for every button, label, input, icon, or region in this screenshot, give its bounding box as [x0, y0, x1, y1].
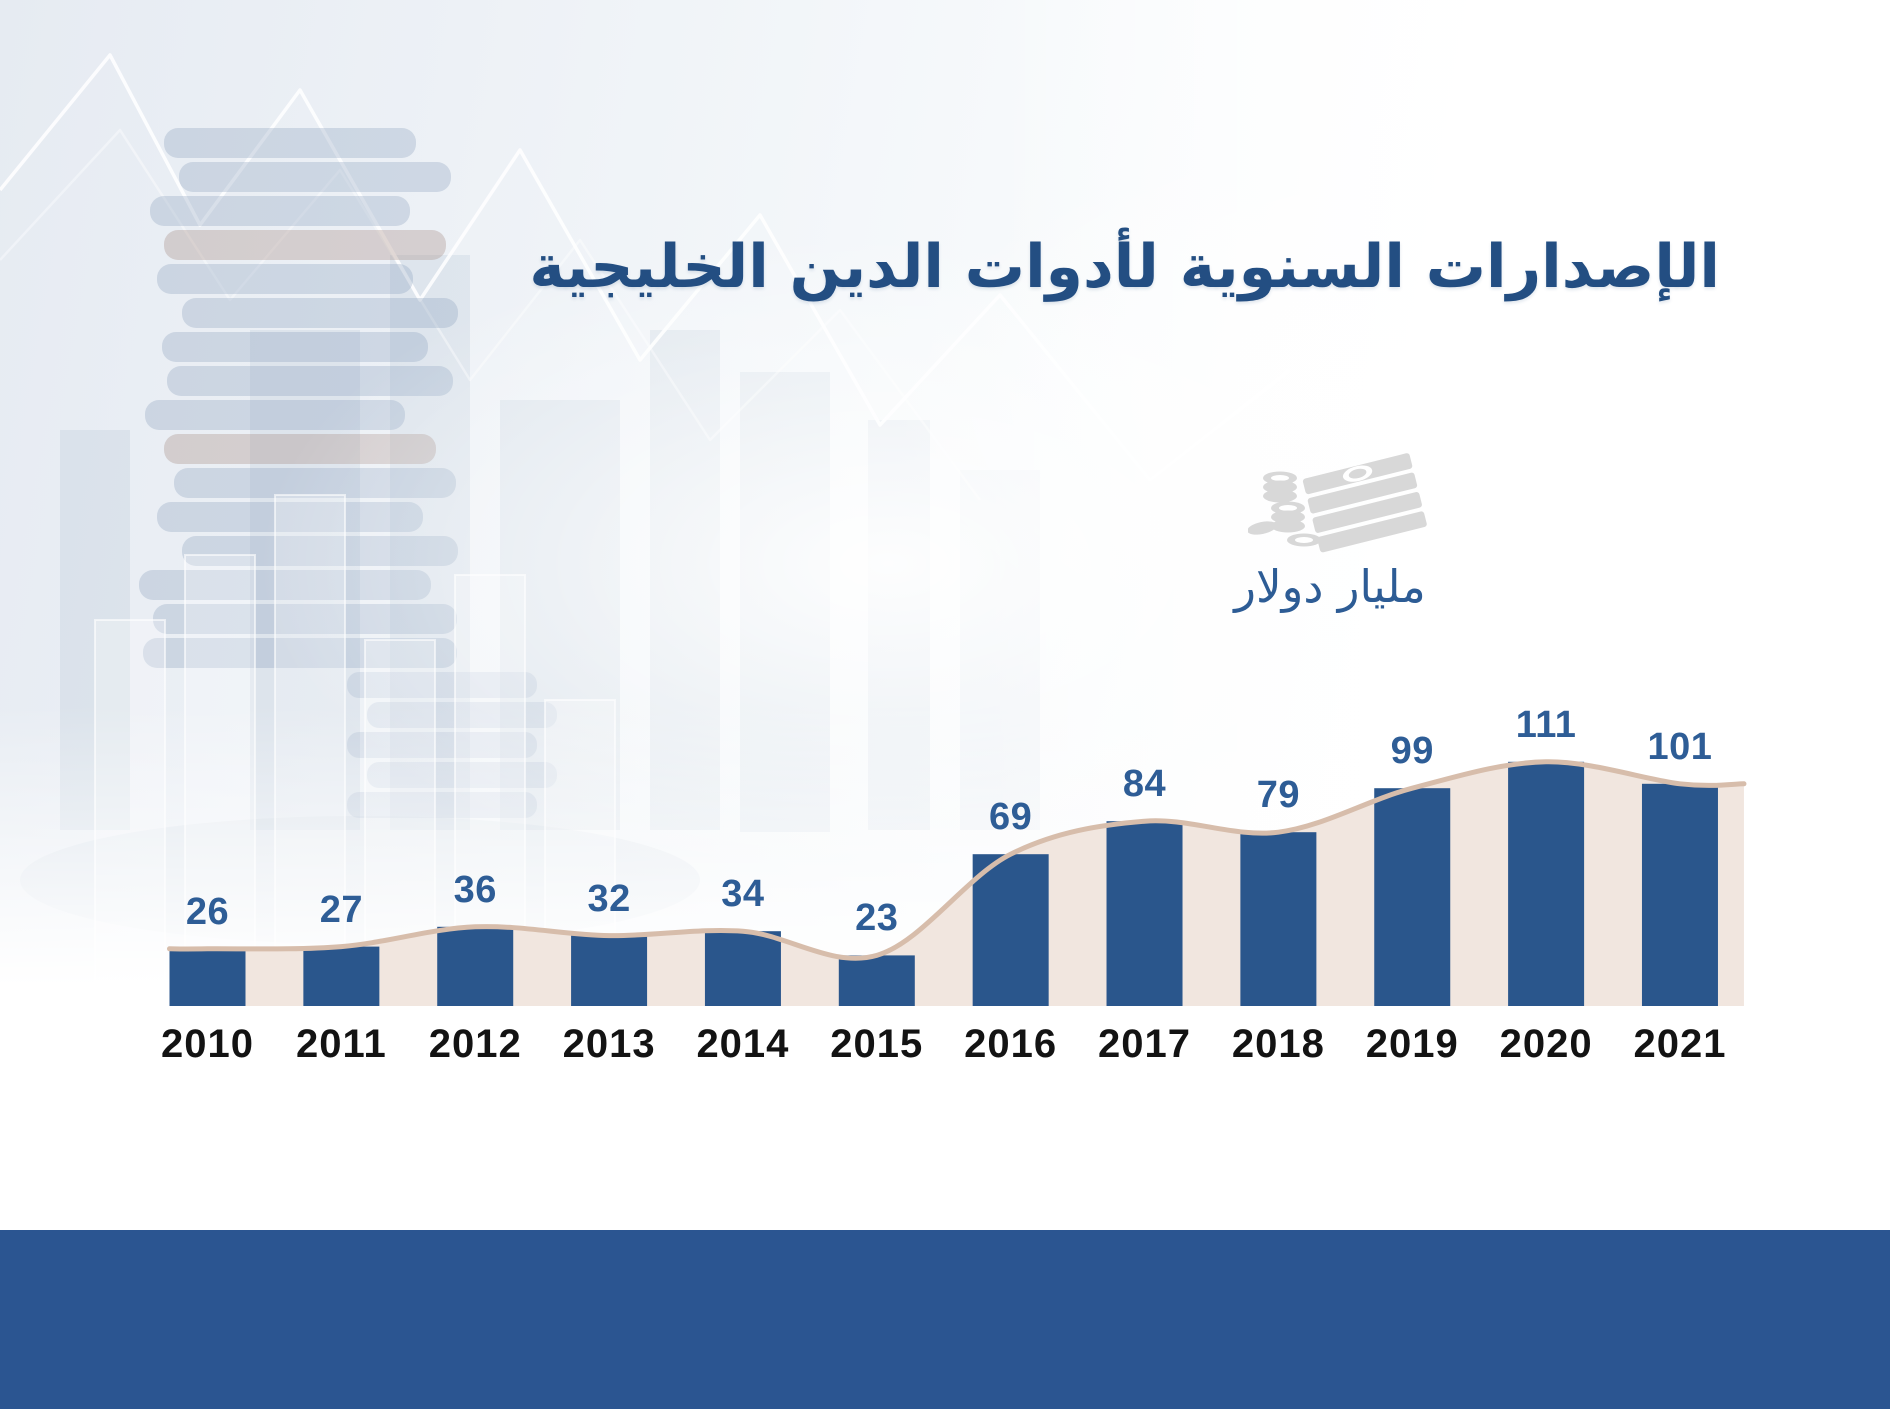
bars: [169, 761, 1718, 1006]
value-label-2021: 101: [1647, 725, 1713, 768]
bar-2018: [1240, 832, 1317, 1006]
value-label-2020: 111: [1515, 703, 1577, 746]
bar-2010: [169, 948, 246, 1006]
footer: ALEQTISADIAH الاقتصادية WWW.ALEQT.COM: [0, 1230, 1890, 1409]
year-label-2016: 2016: [964, 1022, 1058, 1066]
value-label-2016: 69: [989, 796, 1033, 839]
year-label-2017: 2017: [1098, 1022, 1191, 1066]
chart-title: الإصدارات السنوية لأدوات الدين الخليجية: [529, 232, 1721, 302]
year-label-2021: 2021: [1633, 1022, 1727, 1066]
year-label-2019: 2019: [1365, 1022, 1459, 1066]
value-label-2010: 26: [185, 890, 230, 933]
bar-2014: [704, 931, 781, 1006]
value-label-2017: 84: [1122, 763, 1167, 806]
year-label-2010: 2010: [161, 1022, 254, 1066]
value-label-2014: 34: [721, 873, 765, 916]
year-label-2015: 2015: [830, 1022, 924, 1066]
bar-2013: [571, 935, 648, 1006]
bar-2015: [838, 955, 915, 1006]
banknotes-coins-icon: [1248, 453, 1427, 553]
year-label-2012: 2012: [428, 1022, 522, 1066]
bar-2012: [437, 926, 514, 1006]
value-label-2019: 99: [1390, 730, 1434, 773]
bar-2019: [1374, 788, 1451, 1006]
smoothed-area-fill: [169, 761, 1744, 1006]
year-label-2013: 2013: [562, 1022, 656, 1066]
bar-2020: [1508, 761, 1585, 1006]
value-label-2012: 36: [453, 868, 497, 911]
smoothed-trend-line: [167, 759, 1747, 961]
unit-label: مليار دولار: [1234, 560, 1426, 613]
bar-2017: [1106, 821, 1183, 1006]
year-label-2018: 2018: [1231, 1022, 1325, 1066]
bar-2011: [303, 946, 380, 1006]
value-label-2011: 27: [319, 888, 363, 931]
value-label-2015: 23: [855, 897, 899, 940]
bar-2016: [972, 854, 1049, 1006]
value-label-2018: 79: [1256, 774, 1301, 817]
year-label-2020: 2020: [1499, 1022, 1593, 1066]
year-label-2011: 2011: [295, 1022, 387, 1066]
year-label-2014: 2014: [696, 1022, 790, 1066]
value-label-2013: 32: [587, 877, 631, 920]
bar-2021: [1641, 783, 1718, 1006]
